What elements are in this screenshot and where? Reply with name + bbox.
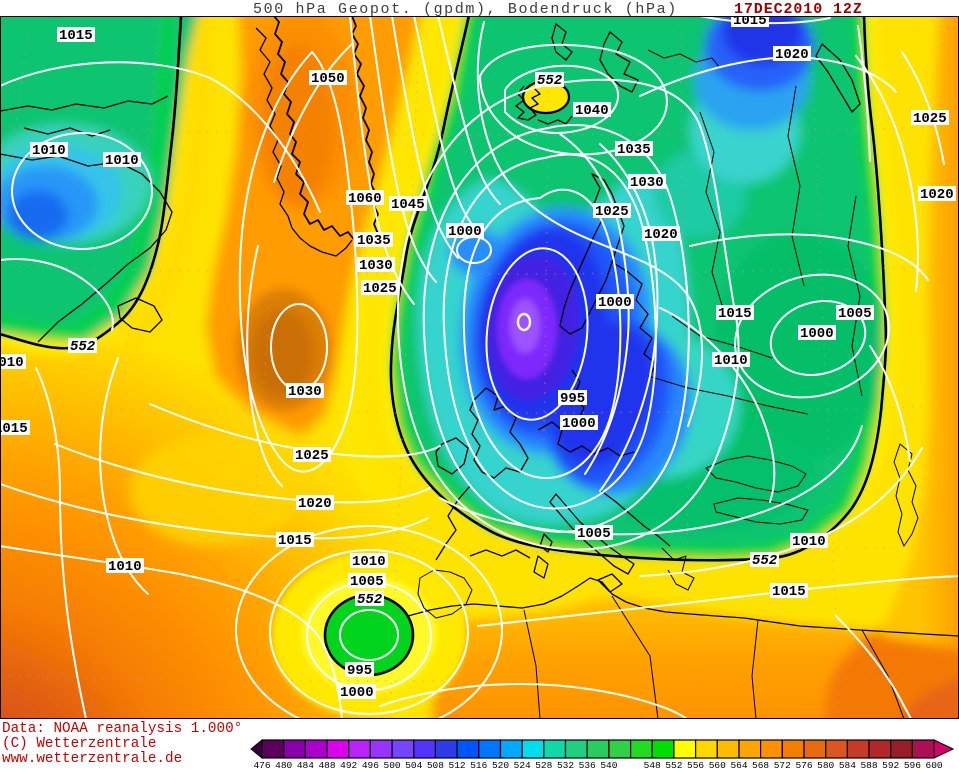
svg-text:548: 548 [644, 760, 661, 770]
svg-text:512: 512 [449, 760, 466, 770]
svg-text:500: 500 [384, 760, 401, 770]
svg-text:592: 592 [882, 760, 899, 770]
svg-text:1025: 1025 [295, 448, 329, 464]
svg-text:516: 516 [470, 760, 487, 770]
svg-text:488: 488 [318, 760, 335, 770]
svg-text:536: 536 [579, 760, 596, 770]
svg-text:552: 552 [357, 592, 383, 608]
svg-text:476: 476 [253, 760, 270, 770]
svg-text:520: 520 [492, 760, 509, 770]
svg-text:568: 568 [752, 760, 769, 770]
svg-text:1015: 1015 [772, 584, 806, 600]
svg-text:995: 995 [560, 391, 585, 407]
svg-text:576: 576 [795, 760, 812, 770]
svg-text:1000: 1000 [598, 295, 632, 311]
svg-text:1010: 1010 [108, 559, 142, 575]
svg-text:1015: 1015 [718, 306, 752, 322]
svg-text:552: 552 [665, 760, 682, 770]
svg-text:496: 496 [362, 760, 379, 770]
svg-text:1020: 1020 [920, 187, 954, 203]
svg-text:1000: 1000 [562, 416, 596, 432]
svg-text:1050: 1050 [311, 71, 345, 87]
svg-text:1015: 1015 [733, 16, 767, 29]
svg-text:1005: 1005 [577, 526, 611, 542]
svg-text:1010: 1010 [352, 554, 386, 570]
svg-text:564: 564 [730, 760, 747, 770]
svg-text:1045: 1045 [391, 197, 425, 213]
svg-text:1025: 1025 [595, 204, 629, 220]
svg-text:1000: 1000 [340, 685, 374, 701]
svg-text:552: 552 [752, 553, 778, 569]
svg-text:1015: 1015 [0, 421, 28, 437]
svg-text:1030: 1030 [359, 258, 393, 274]
svg-text:1000: 1000 [800, 326, 834, 342]
svg-text:1020: 1020 [298, 496, 332, 512]
svg-text:1015: 1015 [278, 533, 312, 549]
svg-text:1025: 1025 [363, 281, 397, 297]
svg-text:1015: 1015 [59, 28, 93, 44]
svg-text:1060: 1060 [348, 191, 382, 207]
svg-text:572: 572 [774, 760, 791, 770]
svg-text:552: 552 [537, 73, 563, 89]
svg-text:524: 524 [514, 760, 531, 770]
svg-text:484: 484 [297, 760, 314, 770]
svg-text:552: 552 [70, 339, 96, 355]
svg-text:588: 588 [860, 760, 877, 770]
svg-text:504: 504 [405, 760, 422, 770]
svg-text:1010: 1010 [105, 153, 139, 169]
svg-text:508: 508 [427, 760, 444, 770]
svg-text:1010: 1010 [0, 355, 24, 371]
svg-text:580: 580 [817, 760, 834, 770]
svg-text:1000: 1000 [448, 224, 482, 240]
svg-text:1035: 1035 [357, 233, 391, 249]
svg-text:480: 480 [275, 760, 292, 770]
svg-text:596: 596 [904, 760, 921, 770]
svg-text:1020: 1020 [775, 47, 809, 63]
svg-text:1030: 1030 [288, 384, 322, 400]
svg-text:528: 528 [535, 760, 552, 770]
svg-text:532: 532 [557, 760, 574, 770]
svg-text:492: 492 [340, 760, 357, 770]
svg-text:1005: 1005 [350, 574, 384, 590]
svg-text:600: 600 [926, 760, 943, 770]
svg-text:1010: 1010 [792, 534, 826, 550]
svg-text:1040: 1040 [575, 103, 609, 119]
svg-text:1010: 1010 [32, 143, 66, 159]
svg-text:1035: 1035 [617, 142, 651, 158]
svg-text:1005: 1005 [838, 306, 872, 322]
svg-text:556: 556 [687, 760, 704, 770]
svg-text:1030: 1030 [630, 175, 664, 191]
svg-text:1010: 1010 [714, 353, 748, 369]
svg-text:540: 540 [600, 760, 617, 770]
svg-text:560: 560 [709, 760, 726, 770]
svg-text:995: 995 [347, 663, 372, 679]
svg-text:1020: 1020 [644, 227, 678, 243]
svg-text:1025: 1025 [913, 111, 947, 127]
svg-text:584: 584 [839, 760, 856, 770]
